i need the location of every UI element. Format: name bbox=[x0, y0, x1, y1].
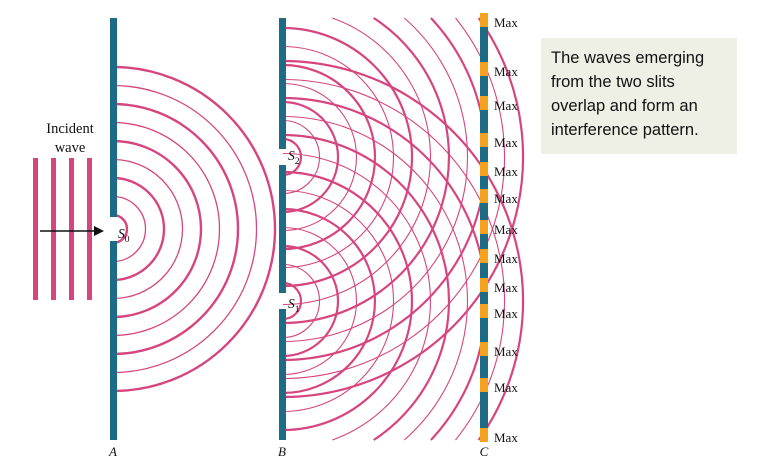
wavefront-arc bbox=[282, 17, 525, 399]
wavefront-arc bbox=[282, 17, 450, 325]
wavefront-arc bbox=[282, 189, 395, 413]
incident-arrow bbox=[40, 226, 104, 236]
wavefront-arc bbox=[282, 26, 414, 288]
max-label: Max bbox=[494, 191, 518, 206]
screen-c bbox=[480, 13, 488, 442]
wavefront-arc bbox=[282, 96, 488, 441]
incident-wavefronts bbox=[33, 158, 92, 300]
wavefront-arc bbox=[112, 102, 240, 356]
wavefront-arc bbox=[282, 170, 414, 432]
screen-maximum-band bbox=[480, 189, 488, 203]
wavefront-arc bbox=[282, 63, 377, 251]
incident-wavefront bbox=[33, 158, 38, 300]
wavefront-arc bbox=[282, 59, 525, 441]
wavefronts-from-s2 bbox=[282, 17, 525, 399]
max-label: Max bbox=[494, 135, 518, 150]
wavefront-arc bbox=[282, 137, 303, 177]
wavefront-arc bbox=[282, 263, 320, 339]
barrier-a bbox=[110, 18, 117, 440]
max-label: Max bbox=[494, 15, 518, 30]
wavefront-arc bbox=[112, 176, 166, 282]
slit-s1-notch bbox=[274, 293, 279, 309]
max-label: Max bbox=[494, 430, 518, 445]
screen-maximum-band bbox=[480, 96, 488, 110]
screen-maximum-band bbox=[480, 133, 488, 147]
wavefront-arc bbox=[282, 17, 488, 362]
wavefront-arc bbox=[282, 244, 340, 358]
screen-maximum-band bbox=[480, 249, 488, 263]
screen-maximum-band bbox=[480, 304, 488, 318]
screen-maximum-band bbox=[480, 162, 488, 176]
slit-s2-notch bbox=[274, 149, 279, 165]
slit-s0-label: S0 bbox=[118, 226, 130, 245]
max-label: Max bbox=[494, 98, 518, 113]
screen-maximum-band bbox=[480, 62, 488, 76]
screen-maximum-band bbox=[480, 428, 488, 442]
slit-s1-label: S1 bbox=[288, 296, 300, 315]
slit-s2-label: S2 bbox=[288, 148, 300, 167]
max-label: Max bbox=[494, 380, 518, 395]
caption-box: The waves emerging from the two slits ov… bbox=[541, 38, 737, 154]
wavefront-arc bbox=[282, 82, 357, 232]
wavefront-arc bbox=[282, 281, 303, 321]
max-labels: Max Max Max Max Max Max Max Max Max Max … bbox=[494, 15, 518, 445]
max-label: Max bbox=[494, 164, 518, 179]
wavefront-arc bbox=[282, 17, 469, 343]
incident-wavefront bbox=[87, 158, 92, 300]
max-label: Max bbox=[494, 306, 518, 321]
wavefront-arc bbox=[282, 119, 320, 195]
incident-wavefront bbox=[51, 158, 56, 300]
screen-maximum-band bbox=[480, 220, 488, 234]
wavefront-arc bbox=[282, 100, 340, 214]
screen-a-label: A bbox=[108, 444, 117, 459]
incident-wavefront bbox=[69, 158, 74, 300]
screen-maximum-band bbox=[480, 278, 488, 292]
max-label: Max bbox=[494, 344, 518, 359]
wavefront-arc bbox=[112, 65, 277, 393]
screen-maximum-band bbox=[480, 342, 488, 356]
wavefront-arc bbox=[282, 152, 432, 441]
wavefront-arc bbox=[282, 115, 469, 441]
screen-b-label: B bbox=[278, 444, 286, 459]
max-label: Max bbox=[494, 64, 518, 79]
wavefronts-from-s0 bbox=[112, 65, 277, 393]
incident-label-wave: wave bbox=[55, 140, 86, 156]
screen-c-label: C bbox=[480, 444, 489, 459]
wavefront-arc bbox=[282, 226, 357, 376]
barrier-b bbox=[279, 18, 286, 440]
wavefront-arc bbox=[112, 195, 147, 263]
wavefront-arc bbox=[112, 139, 203, 319]
wavefront-arc bbox=[282, 17, 432, 306]
wavefront-arc bbox=[112, 121, 221, 337]
wavefront-arc bbox=[112, 84, 258, 374]
wavefront-arc bbox=[282, 207, 377, 395]
max-label: Max bbox=[494, 280, 518, 295]
screen-maximum-band bbox=[480, 378, 488, 392]
wavefront-arc bbox=[112, 158, 184, 300]
wavefront-arc bbox=[282, 45, 395, 269]
screen-maximum-band bbox=[480, 13, 488, 27]
wavefronts-from-s1 bbox=[282, 59, 525, 441]
wavefront-arc bbox=[282, 133, 450, 441]
max-label: Max bbox=[494, 251, 518, 266]
max-label: Max bbox=[494, 222, 518, 237]
incident-label: Incident bbox=[46, 121, 94, 137]
slit-s0-notch bbox=[104, 217, 110, 241]
wavefront-arc bbox=[112, 213, 129, 245]
caption-text: The waves emerging from the two slits ov… bbox=[551, 49, 705, 139]
